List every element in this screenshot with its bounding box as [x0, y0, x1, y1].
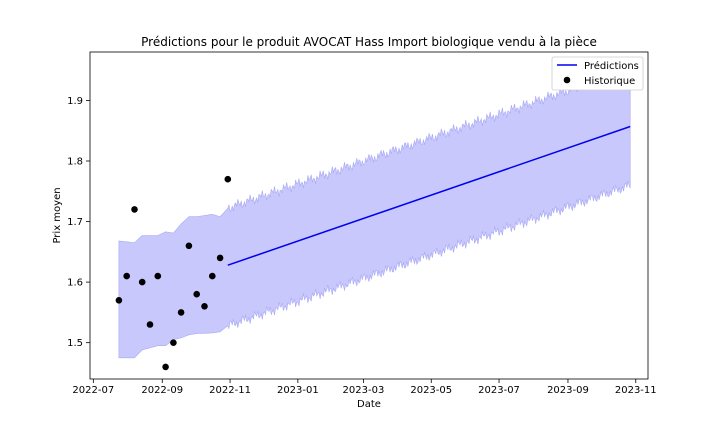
history-point	[123, 272, 130, 280]
y-tick-label: 1.7	[67, 217, 83, 228]
x-tick-label: 2022-11	[209, 385, 251, 396]
legend: Prédictions Historique	[551, 56, 644, 91]
history-point	[177, 309, 185, 316]
y-axis-label: Prix moyen	[52, 187, 63, 243]
history-point	[216, 254, 224, 262]
history-point	[224, 175, 232, 183]
history-point	[115, 297, 123, 304]
y-tick-label: 1.5	[67, 338, 83, 349]
prediction-interval-layer	[118, 65, 631, 359]
history-point	[185, 242, 193, 250]
history-point	[146, 321, 154, 328]
y-tick-label: 1.8	[67, 157, 83, 168]
y-axis: 1.5 1.6 1.7 1.8 1.9	[67, 96, 90, 349]
history-points-layer	[115, 175, 232, 371]
history-point	[138, 278, 146, 286]
history-point	[154, 272, 162, 280]
x-tick-label: 2023-01	[277, 385, 319, 396]
history-point	[209, 272, 216, 280]
x-tick-label: 2022-07	[72, 385, 114, 396]
prediction-line-layer	[227, 125, 631, 266]
prediction-interval-band	[118, 65, 631, 359]
history-point	[170, 339, 177, 347]
plot-frame	[89, 51, 649, 380]
x-tick-label: 2023-11	[615, 385, 657, 396]
x-tick-label: 2023-05	[410, 385, 452, 396]
history-point	[131, 206, 138, 213]
legend-history-label: Historique	[584, 76, 635, 87]
prediction-line	[227, 125, 631, 266]
x-axis: 2022-07 2022-09 2022-11 2023-01 2023-03 2023-…	[72, 379, 657, 396]
x-tick-label: 2023-03	[343, 385, 385, 396]
history-point	[201, 303, 208, 310]
x-tick-label: 2023-09	[547, 385, 589, 396]
x-tick-label: 2022-09	[141, 385, 183, 396]
legend-prediction-label: Prédictions	[584, 60, 639, 72]
chart-title: Prédictions pour le produit AVOCAT Hass …	[141, 35, 597, 49]
x-tick-label: 2023-07	[478, 385, 520, 396]
x-axis-label: Date	[357, 399, 381, 410]
history-point	[162, 363, 169, 371]
y-tick-label: 1.6	[67, 278, 83, 289]
y-tick-label: 1.9	[67, 96, 83, 107]
history-point	[193, 290, 200, 298]
legend-history-swatch	[563, 76, 571, 84]
